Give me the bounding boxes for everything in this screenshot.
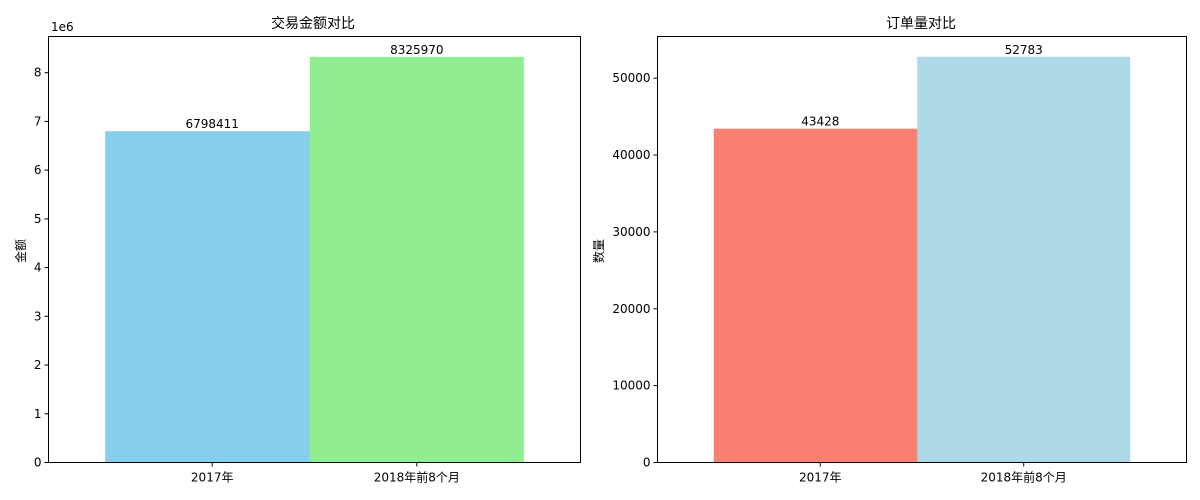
data-label: 6798411 [185, 117, 238, 131]
bar [105, 131, 320, 463]
y-tick-label: 7 [34, 114, 42, 128]
chart-marks: 6798411 2017年 8325970 2018年前8个月 0 1 2 3 4 5 6 7 8 [34, 43, 524, 485]
data-label: 52783 [1005, 43, 1043, 57]
x-tick-label: 2018年前8个月 [374, 470, 460, 485]
y-axis-label: 数量 [591, 239, 606, 263]
y-tick-label: 30000 [612, 225, 650, 239]
y-tick-label: 3 [34, 309, 42, 323]
x-tick-label: 2017年 [191, 471, 234, 485]
plot-frame [48, 36, 581, 463]
y-tick-label: 1 [34, 407, 42, 421]
x-tick-label: 2018年前8个月 [981, 470, 1067, 485]
bar [309, 56, 524, 463]
y-tick-label: 6 [34, 163, 42, 177]
y-tick-label: 50000 [612, 71, 650, 85]
plot-frame [657, 36, 1187, 463]
y-tick-label: 0 [643, 456, 651, 470]
chart-title: 交易金额对比 [271, 15, 355, 32]
bar [713, 128, 927, 463]
y-tick-label: 5 [34, 212, 42, 226]
y-axis-offset-text: 1e6 [51, 20, 74, 34]
y-tick-label: 4 [34, 261, 42, 275]
chart-title: 订单量对比 [886, 16, 956, 32]
chart-marks: 43428 2017年 52783 2018年前8个月 0 10000 20000 30000… [612, 43, 1131, 485]
y-tick-label: 8 [34, 66, 42, 80]
y-tick-label: 0 [34, 456, 42, 470]
y-tick-label: 2 [34, 358, 42, 372]
chart-panel-orders: 订单量对比 数量 43428 2017年 52783 2018年前8个月 0 10000 2… [591, 16, 1187, 485]
y-tick-label: 20000 [612, 302, 650, 316]
x-tick-label: 2017年 [799, 471, 842, 485]
y-tick-label: 10000 [612, 379, 650, 393]
data-label: 8325970 [390, 43, 443, 57]
y-tick-label: 40000 [612, 148, 650, 162]
chart-panel-amount: 交易金额对比 金额 1e6 6798411 2017年 8325970 2018年前8… [13, 15, 581, 485]
y-axis-label: 金额 [13, 239, 28, 263]
data-label: 43428 [801, 115, 839, 129]
bar [917, 56, 1131, 463]
